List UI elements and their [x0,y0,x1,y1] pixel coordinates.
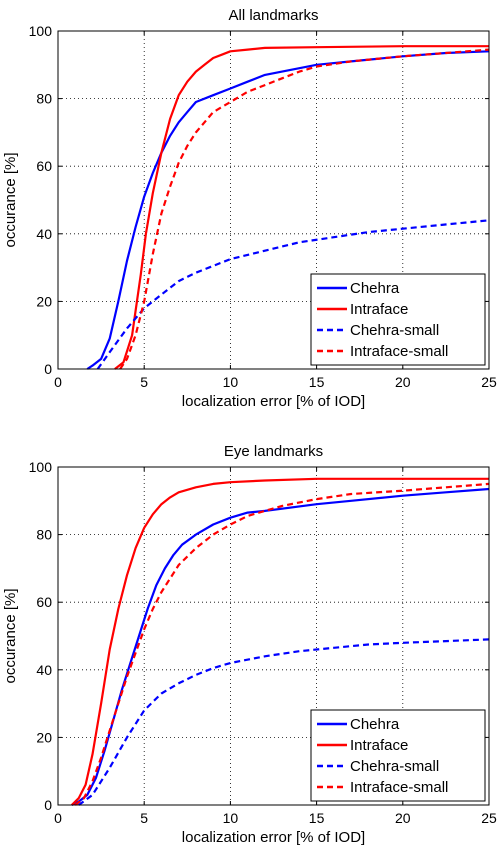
series-line-intraface [71,477,489,806]
series-line-chehra [71,487,490,806]
x-tick-label: 10 [223,810,239,826]
y-tick-label: 80 [36,527,52,543]
axes-box [57,30,490,370]
y-tick-label: 20 [36,293,52,309]
y-tick-label: 100 [29,23,53,39]
legend-label: Chehra [350,716,400,733]
x-tick-label: 25 [481,810,497,826]
y-tick-label: 0 [44,361,52,377]
x-tick-label: 0 [54,810,62,826]
y-tick-label: 20 [36,729,52,745]
x-tick-label: 20 [395,810,411,826]
y-tick-label: 0 [44,797,52,813]
y-tick-label: 80 [36,91,52,107]
y-axis-label: occurance [%] [2,152,19,247]
series-line-intraface-small [74,482,490,806]
x-tick-label: 5 [140,810,148,826]
y-tick-label: 40 [36,226,52,242]
axes-box [57,466,490,806]
series-line-chehra [86,50,490,370]
x-axis-label: localization error [% of IOD] [182,829,365,846]
y-tick-label: 100 [29,459,53,475]
series-line-intraface [114,45,489,370]
series-line-chehra-small [96,219,490,370]
x-tick-label: 10 [223,374,239,390]
legend-label: Intraface [350,301,408,318]
legend: Chehra Intraface Chehra-small Intraface-sma… [310,709,486,802]
chart-title: All landmarks [228,7,318,24]
x-tick-label: 25 [481,374,497,390]
x-tick-label: 15 [309,374,325,390]
legend: Chehra Intraface Chehra-small Intraface-sma… [310,273,486,366]
legend-label: Intraface [350,737,408,754]
x-tick-label: 20 [395,374,411,390]
legend-label: Chehra-small [350,758,439,775]
series-line-intraface-small [119,48,490,370]
legend-label: Chehra [350,280,400,297]
series-line-chehra-small [78,638,490,806]
chart-panel-1: 0 5 10 15 20 25 0 20 40 60 80 100 All landmarks local… [2,7,497,410]
chart-panel-2: 0 5 10 15 20 25 0 20 40 60 80 100 Eye landmarks local… [2,443,497,846]
x-axis-label: localization error [% of IOD] [182,393,365,410]
legend-label: Intraface-small [350,779,448,796]
legend-label: Chehra-small [350,322,439,339]
x-tick-label: 15 [309,810,325,826]
x-tick-label: 5 [140,374,148,390]
x-tick-label: 0 [54,374,62,390]
y-tick-label: 40 [36,662,52,678]
legend-label: Intraface-small [350,343,448,360]
y-tick-label: 60 [36,158,52,174]
y-axis-label: occurance [%] [2,588,19,683]
y-tick-label: 60 [36,594,52,610]
chart-title: Eye landmarks [224,443,323,460]
